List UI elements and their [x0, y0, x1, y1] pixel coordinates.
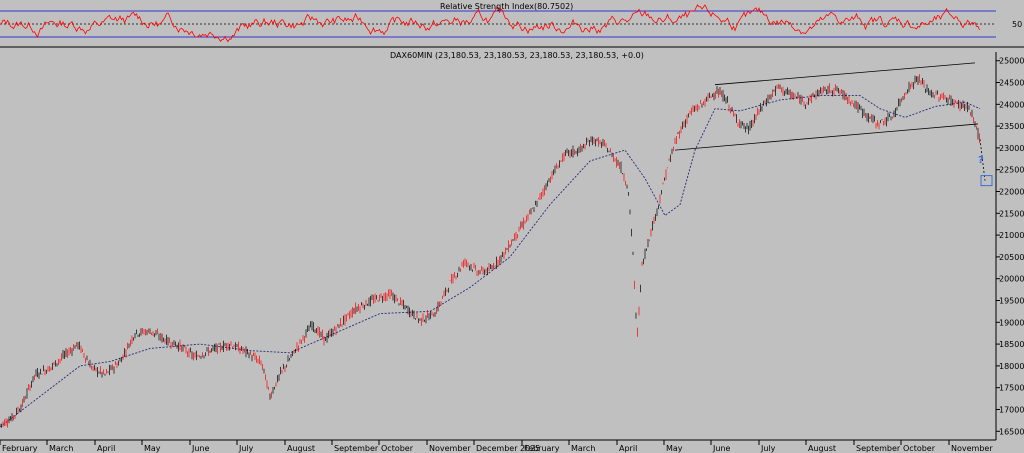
projection-line — [979, 139, 986, 181]
y-tick-label: 24000 — [999, 100, 1024, 109]
projection-target-box — [980, 175, 993, 187]
y-tick-label: 20500 — [999, 253, 1024, 262]
y-tick-label: 17000 — [999, 405, 1024, 414]
x-tick-label: July — [760, 444, 776, 453]
rsi-tick-50: 50 — [1012, 20, 1022, 29]
x-tick-label: March — [571, 444, 595, 453]
y-tick-label: 18500 — [999, 340, 1024, 349]
rsi-line — [0, 4, 980, 43]
x-tick-label: October — [903, 444, 936, 453]
x-tick-label: June — [191, 444, 210, 453]
projection-question-mark: ? — [978, 155, 984, 166]
y-tick-label: 21000 — [999, 231, 1024, 240]
y-tick-label: 19500 — [999, 296, 1024, 305]
x-tick-label: September — [856, 444, 901, 453]
x-tick-label: October — [381, 444, 414, 453]
x-tick-label: September — [334, 444, 379, 453]
rsi-title: Relative Strength Index(80.7502) — [440, 2, 573, 11]
rsi-panel: Relative Strength Index(80.7502) 50 — [0, 2, 1024, 48]
y-tick-label: 18000 — [999, 362, 1024, 371]
x-tick-label: July — [238, 444, 254, 453]
x-tick-label: August — [808, 444, 836, 453]
moving-average-line — [0, 95, 981, 428]
y-tick-label: 22000 — [999, 188, 1024, 197]
x-tick-label: November — [429, 444, 471, 453]
x-tick-label: May — [666, 444, 683, 453]
y-tick-label: 25000 — [999, 57, 1024, 66]
price-panel: DAX60MIN (23,180.53, 23,180.53, 23,180.5… — [0, 51, 1024, 453]
x-tick-label: June — [712, 444, 731, 453]
y-tick-label: 20000 — [999, 275, 1024, 284]
x-tick-label: April — [97, 444, 115, 453]
price-x-ticks: February March April May June July August Septe… — [0, 440, 993, 453]
y-tick-label: 21500 — [999, 209, 1024, 218]
channel-lower-line — [674, 123, 979, 151]
y-tick-label: 19000 — [999, 318, 1024, 327]
x-tick-label: March — [49, 444, 73, 453]
y-tick-label: 24500 — [999, 79, 1024, 88]
y-tick-label: 23000 — [999, 144, 1024, 153]
x-tick-label: February — [2, 444, 38, 453]
x-tick-label: April — [619, 444, 637, 453]
y-tick-label: 22500 — [999, 166, 1024, 175]
channel-upper-line — [714, 62, 976, 86]
x-tick-label: February — [524, 444, 560, 453]
candlestick-series — [0, 74, 980, 428]
x-tick-label: May — [144, 444, 161, 453]
x-tick-label: November — [951, 444, 993, 453]
price-title: DAX60MIN (23,180.53, 23,180.53, 23,180.5… — [390, 51, 644, 60]
x-tick-label: December 2025 — [476, 444, 540, 453]
y-tick-label: 16500 — [999, 427, 1024, 436]
x-tick-label: August — [287, 444, 315, 453]
y-tick-label: 23500 — [999, 122, 1024, 131]
y-tick-label: 17500 — [999, 384, 1024, 393]
price-y-ticks: 16500 17000 17500 18000 18500 19000 19500 20000… — [996, 57, 1024, 436]
